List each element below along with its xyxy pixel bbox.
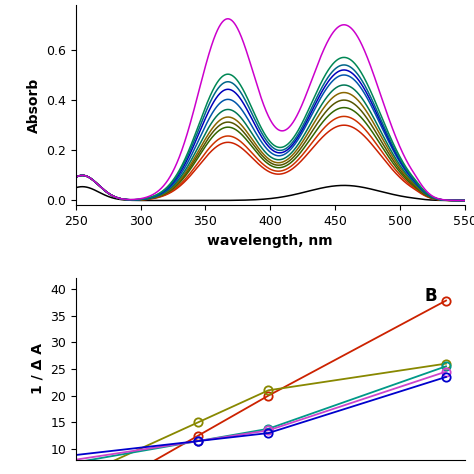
Y-axis label: Absorb: Absorb (27, 77, 41, 133)
Text: B: B (425, 287, 438, 305)
Y-axis label: 1 / Δ A: 1 / Δ A (31, 344, 45, 394)
X-axis label: wavelength, nm: wavelength, nm (207, 234, 333, 248)
